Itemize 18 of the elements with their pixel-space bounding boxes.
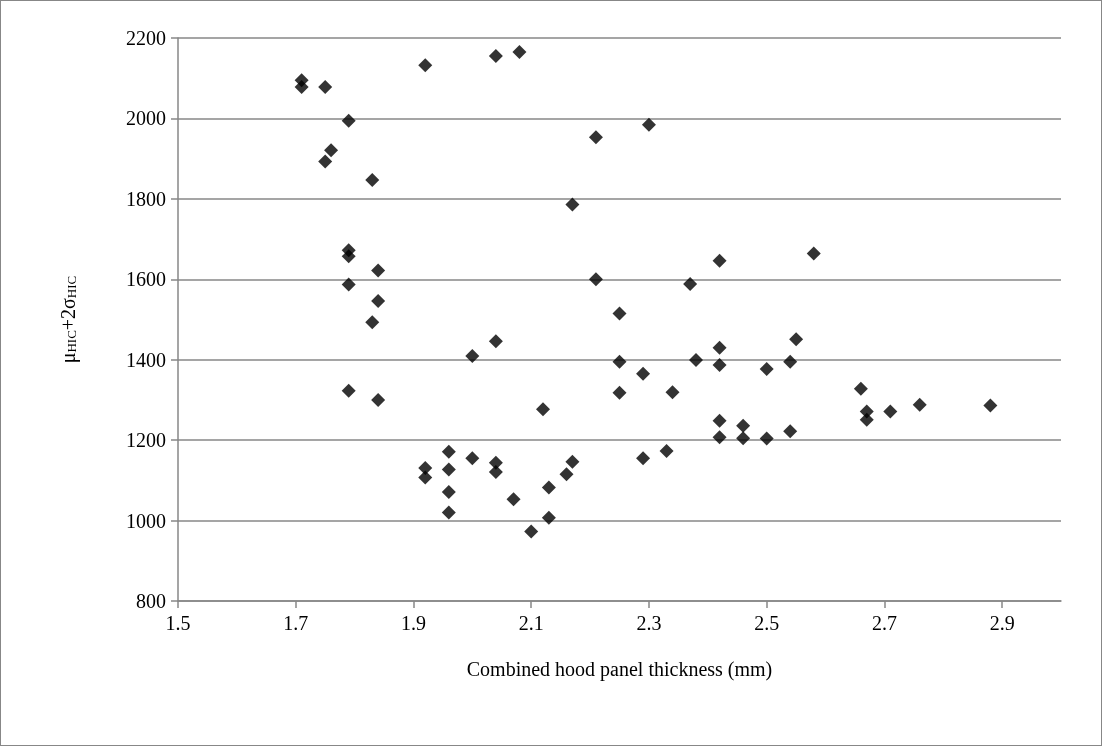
x-tick-label: 2.9 [989,612,1015,634]
y-tick-label: 800 [136,590,166,612]
x-tick-label: 1.7 [283,612,309,634]
y-tick-label: 1400 [126,348,166,371]
x-tick-label: 2.5 [754,612,780,634]
y-tick-label: 1200 [126,429,166,452]
y-tick-label: 1000 [126,509,166,532]
y-axis-title: μHIC+2σHIC [56,275,80,364]
y-tick-label: 2000 [126,107,166,130]
y-tick-label: 2200 [126,27,166,49]
y-tick-label: 1800 [126,187,166,210]
x-axis-title: Combined hood panel thickness (mm) [466,658,773,681]
y-tick-label: 1600 [126,268,166,291]
x-tick-label: 1.9 [400,612,426,634]
x-tick-label: 2.1 [518,612,544,634]
x-tick-label: 1.5 [165,612,191,634]
x-tick-label: 2.7 [871,612,897,634]
x-tick-label: 2.3 [636,612,662,634]
